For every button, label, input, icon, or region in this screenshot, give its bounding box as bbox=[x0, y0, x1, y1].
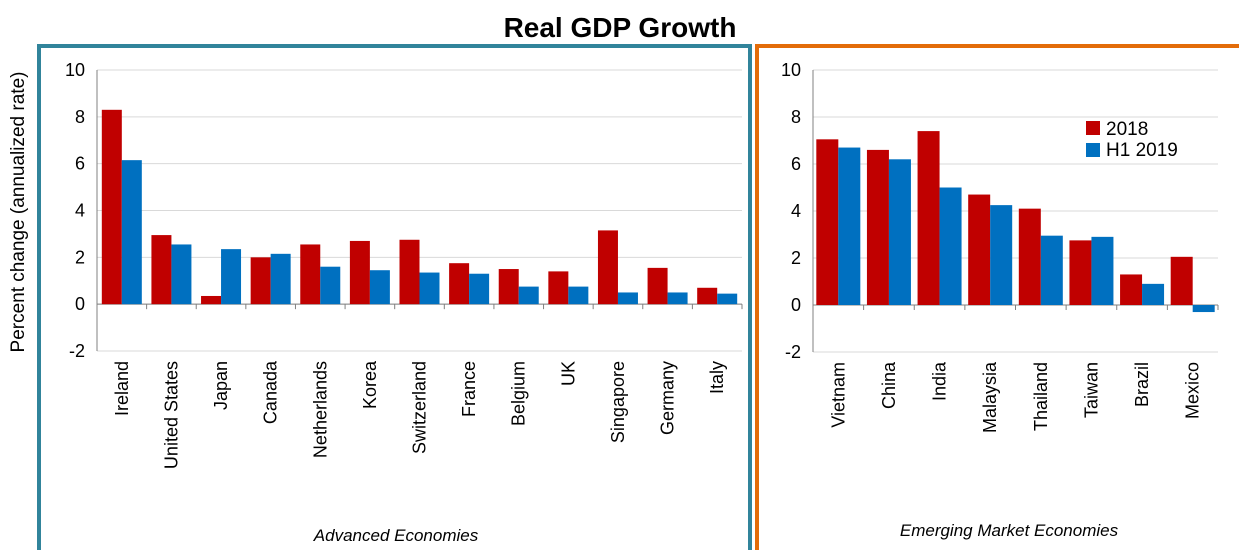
chart-title: Real GDP Growth bbox=[504, 12, 737, 43]
advanced-caption: Advanced Economies bbox=[313, 526, 479, 545]
bar-2018 bbox=[548, 271, 569, 305]
bar-2018 bbox=[349, 240, 370, 305]
bar-h1-2019 bbox=[171, 244, 192, 305]
legend-label-2018: 2018 bbox=[1106, 119, 1148, 140]
bar-h1-2019 bbox=[717, 293, 738, 305]
y-axis-label: Percent change (annualized rate) bbox=[8, 72, 29, 353]
y-tick-label: -2 bbox=[785, 342, 801, 362]
bar-2018 bbox=[1120, 274, 1143, 305]
bar-h1-2019 bbox=[221, 249, 242, 305]
bar-h1-2019 bbox=[1091, 236, 1114, 305]
bar-h1-2019 bbox=[990, 205, 1013, 305]
category-label: UK bbox=[558, 361, 578, 386]
bar-2018 bbox=[1018, 208, 1041, 305]
category-label: Brazil bbox=[1132, 362, 1152, 407]
y-tick-label: -2 bbox=[69, 341, 85, 361]
category-label: India bbox=[930, 361, 950, 401]
category-label: France bbox=[459, 361, 479, 417]
bar-2018 bbox=[917, 131, 940, 305]
y-tick-label: 10 bbox=[65, 60, 85, 80]
category-label: Switzerland bbox=[410, 361, 430, 454]
emerging-panel-border bbox=[755, 44, 1239, 550]
bar-2018 bbox=[101, 109, 122, 305]
y-tick-label: 10 bbox=[781, 60, 801, 80]
bar-2018 bbox=[816, 139, 839, 305]
category-label: Germany bbox=[658, 361, 678, 435]
bar-h1-2019 bbox=[369, 270, 390, 305]
bar-2018 bbox=[300, 244, 321, 305]
y-tick-label: 0 bbox=[791, 295, 801, 315]
bar-h1-2019 bbox=[939, 187, 962, 305]
bar-h1-2019 bbox=[1142, 283, 1165, 305]
category-label: China bbox=[879, 361, 899, 409]
category-label: Singapore bbox=[608, 361, 628, 443]
bar-2018 bbox=[151, 235, 172, 305]
bar-2018 bbox=[498, 269, 519, 305]
category-label: United States bbox=[161, 361, 181, 469]
bar-h1-2019 bbox=[888, 159, 911, 305]
category-label: Netherlands bbox=[310, 361, 330, 458]
category-label: Taiwan bbox=[1081, 362, 1101, 418]
bar-2018 bbox=[250, 257, 271, 305]
bar-h1-2019 bbox=[838, 147, 861, 305]
bar-h1-2019 bbox=[518, 286, 539, 305]
y-tick-label: 8 bbox=[75, 107, 85, 127]
category-label: Korea bbox=[360, 360, 380, 409]
y-tick-label: 2 bbox=[75, 247, 85, 267]
y-tick-label: 4 bbox=[75, 201, 85, 221]
category-label: Canada bbox=[261, 360, 281, 424]
advanced-panel-border bbox=[37, 44, 752, 550]
bar-h1-2019 bbox=[568, 286, 589, 305]
bar-h1-2019 bbox=[1192, 305, 1215, 313]
y-tick-label: 2 bbox=[791, 248, 801, 268]
y-tick-label: 4 bbox=[791, 201, 801, 221]
bar-2018 bbox=[1069, 240, 1092, 305]
bar-h1-2019 bbox=[121, 160, 142, 305]
category-label: Thailand bbox=[1031, 362, 1051, 431]
bar-2018 bbox=[697, 287, 718, 305]
bar-2018 bbox=[399, 239, 420, 305]
y-tick-label: 0 bbox=[75, 294, 85, 314]
legend-swatch-h1-2019 bbox=[1086, 143, 1100, 157]
bar-h1-2019 bbox=[1040, 235, 1063, 305]
legend: 2018 H1 2019 bbox=[1086, 119, 1178, 161]
category-label: Italy bbox=[707, 361, 727, 394]
bar-h1-2019 bbox=[469, 273, 490, 305]
category-label: Vietnam bbox=[828, 362, 848, 428]
bar-h1-2019 bbox=[617, 292, 638, 305]
y-tick-label: 8 bbox=[791, 107, 801, 127]
bar-h1-2019 bbox=[270, 253, 291, 305]
y-tick-label: 6 bbox=[75, 154, 85, 174]
category-label: Belgium bbox=[509, 361, 529, 426]
emerging-caption: Emerging Market Economies bbox=[900, 521, 1119, 540]
legend-label-h1-2019: H1 2019 bbox=[1106, 140, 1178, 161]
bar-h1-2019 bbox=[667, 292, 688, 305]
bar-2018 bbox=[201, 295, 222, 305]
y-tick-label: 6 bbox=[791, 154, 801, 174]
legend-swatch-2018 bbox=[1086, 121, 1100, 135]
advanced-economies-chart: -2 0 2 4 6 8 10 Ireland United States Japan Canada… bbox=[65, 60, 743, 469]
category-label: Japan bbox=[211, 361, 231, 410]
bar-2018 bbox=[647, 267, 668, 305]
bar-h1-2019 bbox=[320, 266, 341, 305]
bar-h1-2019 bbox=[419, 272, 440, 305]
bar-2018 bbox=[968, 194, 991, 305]
emerging-economies-chart: -2 0 2 4 6 8 10 Vietnam China India Malaysia Thaila… bbox=[781, 60, 1219, 433]
bar-2018 bbox=[597, 230, 618, 305]
category-label: Ireland bbox=[112, 361, 132, 416]
bar-2018 bbox=[866, 149, 889, 305]
category-label: Mexico bbox=[1183, 362, 1203, 419]
bar-2018 bbox=[1170, 256, 1193, 305]
bar-2018 bbox=[449, 263, 470, 305]
category-label: Malaysia bbox=[980, 361, 1000, 433]
